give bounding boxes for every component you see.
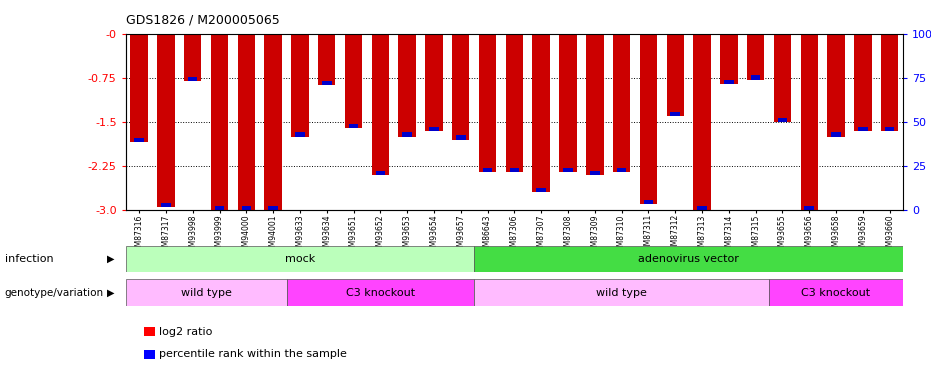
Bar <box>375 171 385 175</box>
Bar <box>720 34 737 84</box>
Bar <box>801 34 818 210</box>
Bar <box>264 34 282 210</box>
Bar <box>134 138 144 142</box>
Bar <box>533 34 550 192</box>
Bar <box>643 200 654 204</box>
Bar <box>884 127 895 131</box>
Bar <box>474 279 769 306</box>
Bar <box>560 34 576 172</box>
Text: ▶: ▶ <box>107 254 115 264</box>
Bar <box>474 246 903 272</box>
Bar <box>215 206 224 210</box>
Bar <box>210 34 228 210</box>
Bar <box>322 81 331 86</box>
Bar <box>750 75 761 80</box>
Text: C3 knockout: C3 knockout <box>345 288 415 297</box>
Text: wild type: wild type <box>181 288 232 297</box>
Bar <box>452 34 469 140</box>
Text: GDS1826 / M200005065: GDS1826 / M200005065 <box>126 13 279 26</box>
Bar <box>881 34 898 131</box>
Bar <box>724 80 734 84</box>
Bar <box>563 168 573 172</box>
Bar <box>188 76 197 81</box>
Text: log2 ratio: log2 ratio <box>159 327 212 337</box>
Bar <box>429 127 439 131</box>
Bar <box>291 34 309 136</box>
Bar <box>483 168 492 172</box>
Bar <box>536 188 546 192</box>
Bar <box>774 34 791 122</box>
Bar <box>349 124 358 128</box>
Bar <box>613 34 630 172</box>
Bar <box>617 168 627 172</box>
Text: mock: mock <box>285 254 315 264</box>
Bar <box>344 34 362 128</box>
Bar <box>126 279 287 306</box>
Bar <box>858 127 868 131</box>
Bar <box>509 168 519 172</box>
Bar <box>268 206 278 210</box>
Text: adenovirus vector: adenovirus vector <box>638 254 739 264</box>
Bar <box>237 34 255 210</box>
Bar <box>161 203 170 207</box>
Bar <box>130 34 148 142</box>
Bar <box>587 34 603 175</box>
Bar <box>479 34 496 172</box>
Bar <box>747 34 764 80</box>
Bar <box>667 34 684 116</box>
Bar <box>697 206 707 210</box>
Bar <box>590 171 600 175</box>
Bar <box>184 34 201 81</box>
Bar <box>126 246 474 272</box>
Bar <box>295 132 304 136</box>
Bar <box>828 34 844 136</box>
Text: genotype/variation: genotype/variation <box>5 288 103 297</box>
Text: C3 knockout: C3 knockout <box>802 288 870 297</box>
Bar <box>287 279 474 306</box>
Bar <box>854 34 871 131</box>
Bar <box>670 112 680 116</box>
Bar <box>456 135 466 140</box>
Bar <box>769 279 903 306</box>
Bar <box>425 34 442 131</box>
Bar <box>804 206 814 210</box>
Bar <box>640 34 657 204</box>
Text: infection: infection <box>5 254 53 264</box>
Bar <box>402 132 412 136</box>
Bar <box>371 34 389 175</box>
Bar <box>777 118 788 122</box>
Bar <box>694 34 710 210</box>
Bar <box>831 132 841 136</box>
Bar <box>318 34 335 86</box>
Bar <box>241 206 251 210</box>
Bar <box>506 34 523 172</box>
Bar <box>398 34 416 136</box>
Text: wild type: wild type <box>596 288 647 297</box>
Text: ▶: ▶ <box>107 288 115 297</box>
Text: percentile rank within the sample: percentile rank within the sample <box>159 350 347 359</box>
Bar <box>157 34 175 207</box>
